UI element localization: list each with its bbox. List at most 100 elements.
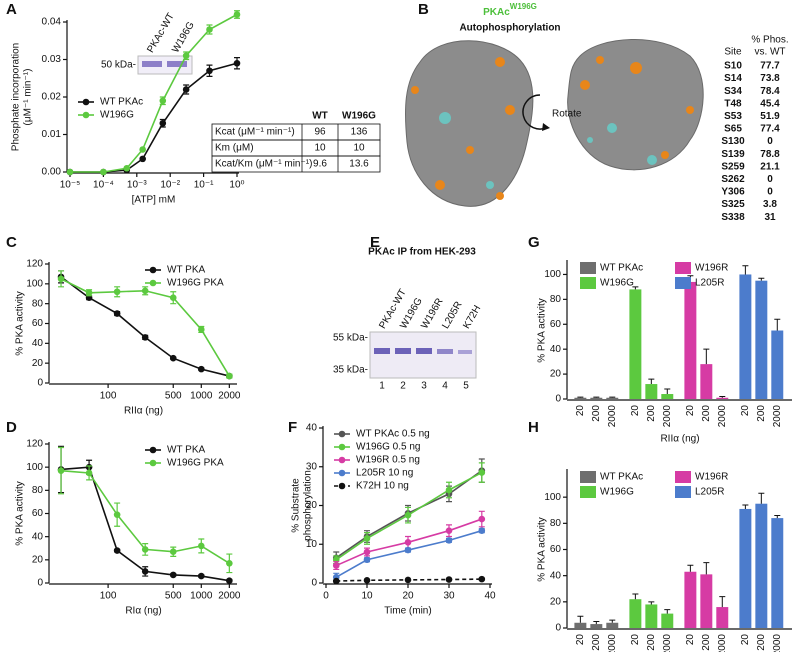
gel-band <box>142 61 162 67</box>
data-point <box>404 546 412 554</box>
x-tick-label: 20 <box>575 405 586 417</box>
y-tick-label: 20 <box>32 358 44 369</box>
table-cell: Kcat/Km (μM⁻¹ min⁻¹) <box>215 159 312 170</box>
x-axis-title: RIα (ng) <box>125 606 161 617</box>
data-point <box>197 542 205 550</box>
y-tick-label: 0.04 <box>42 17 62 28</box>
bar <box>645 604 658 628</box>
data-point <box>206 26 213 33</box>
title-superscript: W196G <box>510 2 537 11</box>
x-axis-title: Time (min) <box>384 606 431 617</box>
site: S262 <box>721 174 745 185</box>
phos-value: 78.8 <box>760 149 780 160</box>
site: S65 <box>724 124 742 135</box>
x-tick-label: 20 <box>685 634 696 646</box>
legend-swatch <box>675 471 691 483</box>
error-bar <box>577 615 584 623</box>
data-point <box>226 560 233 567</box>
y-tick-label: 20 <box>306 500 318 511</box>
rotate-label: Rotate <box>552 109 582 120</box>
y-tick-label: 0.00 <box>42 167 62 178</box>
site: S325 <box>721 199 745 210</box>
data-point <box>169 354 177 362</box>
x-tick-label: 2000 <box>218 591 241 602</box>
site: S259 <box>721 161 745 172</box>
panel-label: D <box>6 419 17 436</box>
legend-label: L205R <box>695 278 724 289</box>
error-bar <box>719 396 726 398</box>
error-bar <box>664 609 671 614</box>
size-marker: 35 kDa- <box>333 365 368 376</box>
data-point <box>445 527 453 534</box>
y-tick-label: 80 <box>550 518 562 529</box>
data-point <box>363 535 371 542</box>
x-axis-title: RIIα (ng) <box>660 434 699 445</box>
bar <box>684 571 697 628</box>
error-bar <box>648 378 655 385</box>
y-tick-label: 120 <box>26 259 43 270</box>
y-tick-label: 0 <box>37 378 43 389</box>
gel-band <box>458 350 472 354</box>
data-point <box>478 515 486 523</box>
error-bar <box>719 596 726 608</box>
data-point <box>159 97 167 105</box>
data-point <box>182 86 190 93</box>
data-point <box>404 576 412 584</box>
panel-label: H <box>528 419 539 436</box>
data-point <box>363 556 371 564</box>
data-point <box>123 164 131 172</box>
error-bar <box>609 619 616 623</box>
data-point <box>66 168 74 176</box>
data-point <box>85 469 93 477</box>
bar <box>629 289 642 399</box>
y-tick-label: 60 <box>550 544 562 555</box>
site: T48 <box>724 98 742 109</box>
x-tick-label: 200 <box>756 405 767 422</box>
x-tick-label: 20 <box>740 405 751 417</box>
error-bar <box>774 318 781 331</box>
x-tick-label: 200 <box>756 634 767 651</box>
table-cell: 10 <box>353 143 365 154</box>
site: S34 <box>724 86 742 97</box>
y-tick-label: 0.01 <box>42 129 62 140</box>
data-point <box>159 119 167 127</box>
legend-label: WT PKA <box>167 445 205 456</box>
y-tick-label: 60 <box>32 508 44 519</box>
legend-swatch <box>675 486 691 498</box>
y-tick-label: 30 <box>306 461 318 472</box>
bar <box>629 599 642 628</box>
error-bar <box>742 504 749 509</box>
gel-band <box>374 348 390 354</box>
x-tick-label: 10⁰ <box>229 180 244 191</box>
x-tick-label: 200 <box>646 405 657 422</box>
rotate-arrow <box>522 94 549 130</box>
panel-label: F <box>288 419 297 436</box>
bar <box>661 394 674 399</box>
x-tick-label: 2000 <box>717 634 728 652</box>
legend-swatch <box>580 277 596 289</box>
y-tick-label: 60 <box>550 319 562 330</box>
bar <box>716 607 729 628</box>
gel-marker: 50 kDa- <box>101 60 136 71</box>
data-point <box>139 146 146 153</box>
bar <box>771 518 784 628</box>
x-tick-label: 1000 <box>190 391 213 402</box>
structure-right <box>567 39 704 171</box>
y-tick-label: 20 <box>550 369 562 380</box>
data-point <box>197 365 205 373</box>
panel-label: B <box>418 1 429 18</box>
legend-label: W196G <box>600 487 634 498</box>
gel-band <box>416 348 432 354</box>
data-point <box>141 568 149 575</box>
y-tick-label: 80 <box>550 294 562 305</box>
y-tick-label: 100 <box>26 462 43 473</box>
y-tick-label: 40 <box>550 570 562 581</box>
x-tick-label: 200 <box>646 634 657 651</box>
bar <box>700 574 713 628</box>
data-point <box>85 289 93 297</box>
x-tick-label: 2000 <box>772 634 783 652</box>
y-tick-label: 40 <box>306 423 318 434</box>
gel-band <box>167 61 187 67</box>
table-cell: 10 <box>314 143 326 154</box>
